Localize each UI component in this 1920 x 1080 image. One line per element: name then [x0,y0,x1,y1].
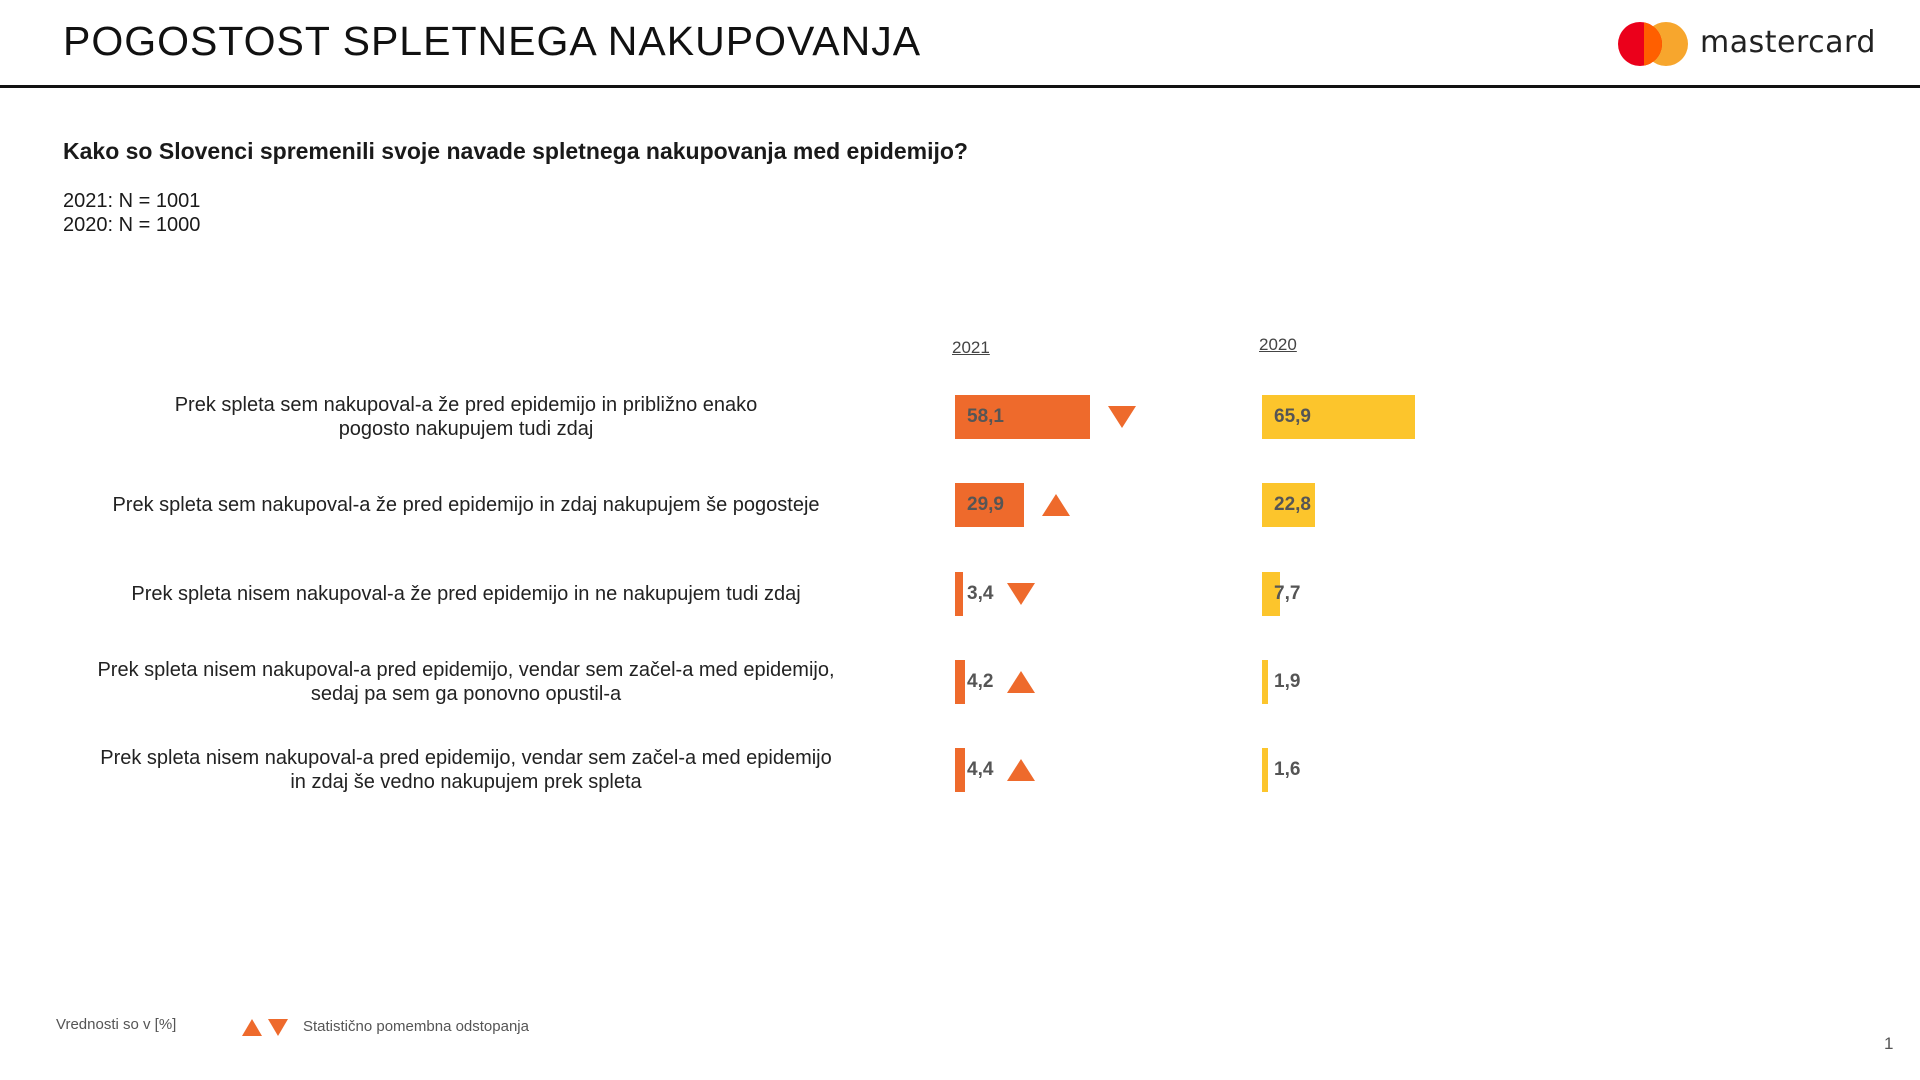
footer-down-triangle-icon [268,1019,288,1036]
up-triangle-icon [1007,671,1035,693]
category-label-line: Prek spleta sem nakupoval-a že pred epid… [174,394,758,416]
up-triangle-icon [1007,759,1035,781]
category-label-line: Prek spleta sem nakupoval-a že pred epid… [112,494,820,516]
bar-2020 [1262,483,1315,527]
data-label-2020: 1,9 [1274,671,1301,692]
data-label-2021: 4,4 [967,759,994,780]
bar-2020 [1262,572,1280,616]
bar-2020 [1262,748,1268,792]
category-label-line: sedaj pa sem ga ponovno opustil-a [310,683,622,705]
data-label-2021: 29,9 [967,494,1004,515]
footer-up-triangle-icon [242,1019,262,1036]
bar-2021 [955,395,1090,439]
up-triangle-icon [1042,494,1071,516]
data-label-2021: 58,1 [967,406,1004,427]
category-label-line: Prek spleta nisem nakupoval-a pred epide… [97,659,835,681]
category-label-line: Prek spleta nisem nakupoval-a že pred ep… [131,583,801,605]
bar-2021 [955,483,1025,527]
bar-2020 [1262,395,1415,439]
bar-2021 [955,572,963,616]
data-label-2021: 4,2 [967,671,994,692]
category-label: Prek spleta sem nakupoval-a že pred epid… [16,493,916,517]
category-label: Prek spleta nisem nakupoval-a pred epide… [16,658,916,706]
category-label: Prek spleta nisem nakupoval-a že pred ep… [16,582,916,606]
data-label-2020: 22,8 [1274,494,1311,515]
sample-2020: 2020: N = 1000 [63,214,201,236]
down-triangle-icon [1107,406,1136,428]
data-label-2020: 65,9 [1274,406,1311,427]
category-label: Prek spleta nisem nakupoval-a pred epide… [16,746,916,794]
bar-2021 [955,660,965,704]
logo-wordmark: mastercard [1700,25,1876,60]
data-label-2021: 3,4 [967,583,994,604]
category-label-line: in zdaj še vedno nakupujem prek spleta [290,771,642,793]
down-triangle-icon [1007,583,1035,605]
series-header-2020: 2020 [1259,335,1297,354]
mastercard-logo: mastercard [1618,22,1875,66]
bar-2020 [1262,660,1268,704]
bar-2021 [955,748,966,792]
logo-overlap [1644,22,1662,66]
footer-note: Vrednosti so v [%] [56,1016,177,1033]
header-divider [0,85,1920,88]
page-title: POGOSTOST SPLETNEGA NAKUPOVANJA [63,18,922,64]
data-label-2020: 1,6 [1274,759,1301,780]
data-label-2020: 7,7 [1274,583,1301,604]
series-header-2021: 2021 [952,338,990,357]
page-number: 1 [1884,1034,1894,1053]
footer-significance: Statistično pomembna odstopanja [303,1018,529,1035]
category-label-line: pogosto nakupujem tudi zdaj [338,418,594,440]
sample-2021: 2021: N = 1001 [63,190,201,212]
question-title: Kako so Slovenci spremenili svoje navade… [63,138,968,164]
category-label: Prek spleta sem nakupoval-a že pred epid… [16,393,916,441]
category-label-line: Prek spleta nisem nakupoval-a pred epide… [100,747,832,769]
